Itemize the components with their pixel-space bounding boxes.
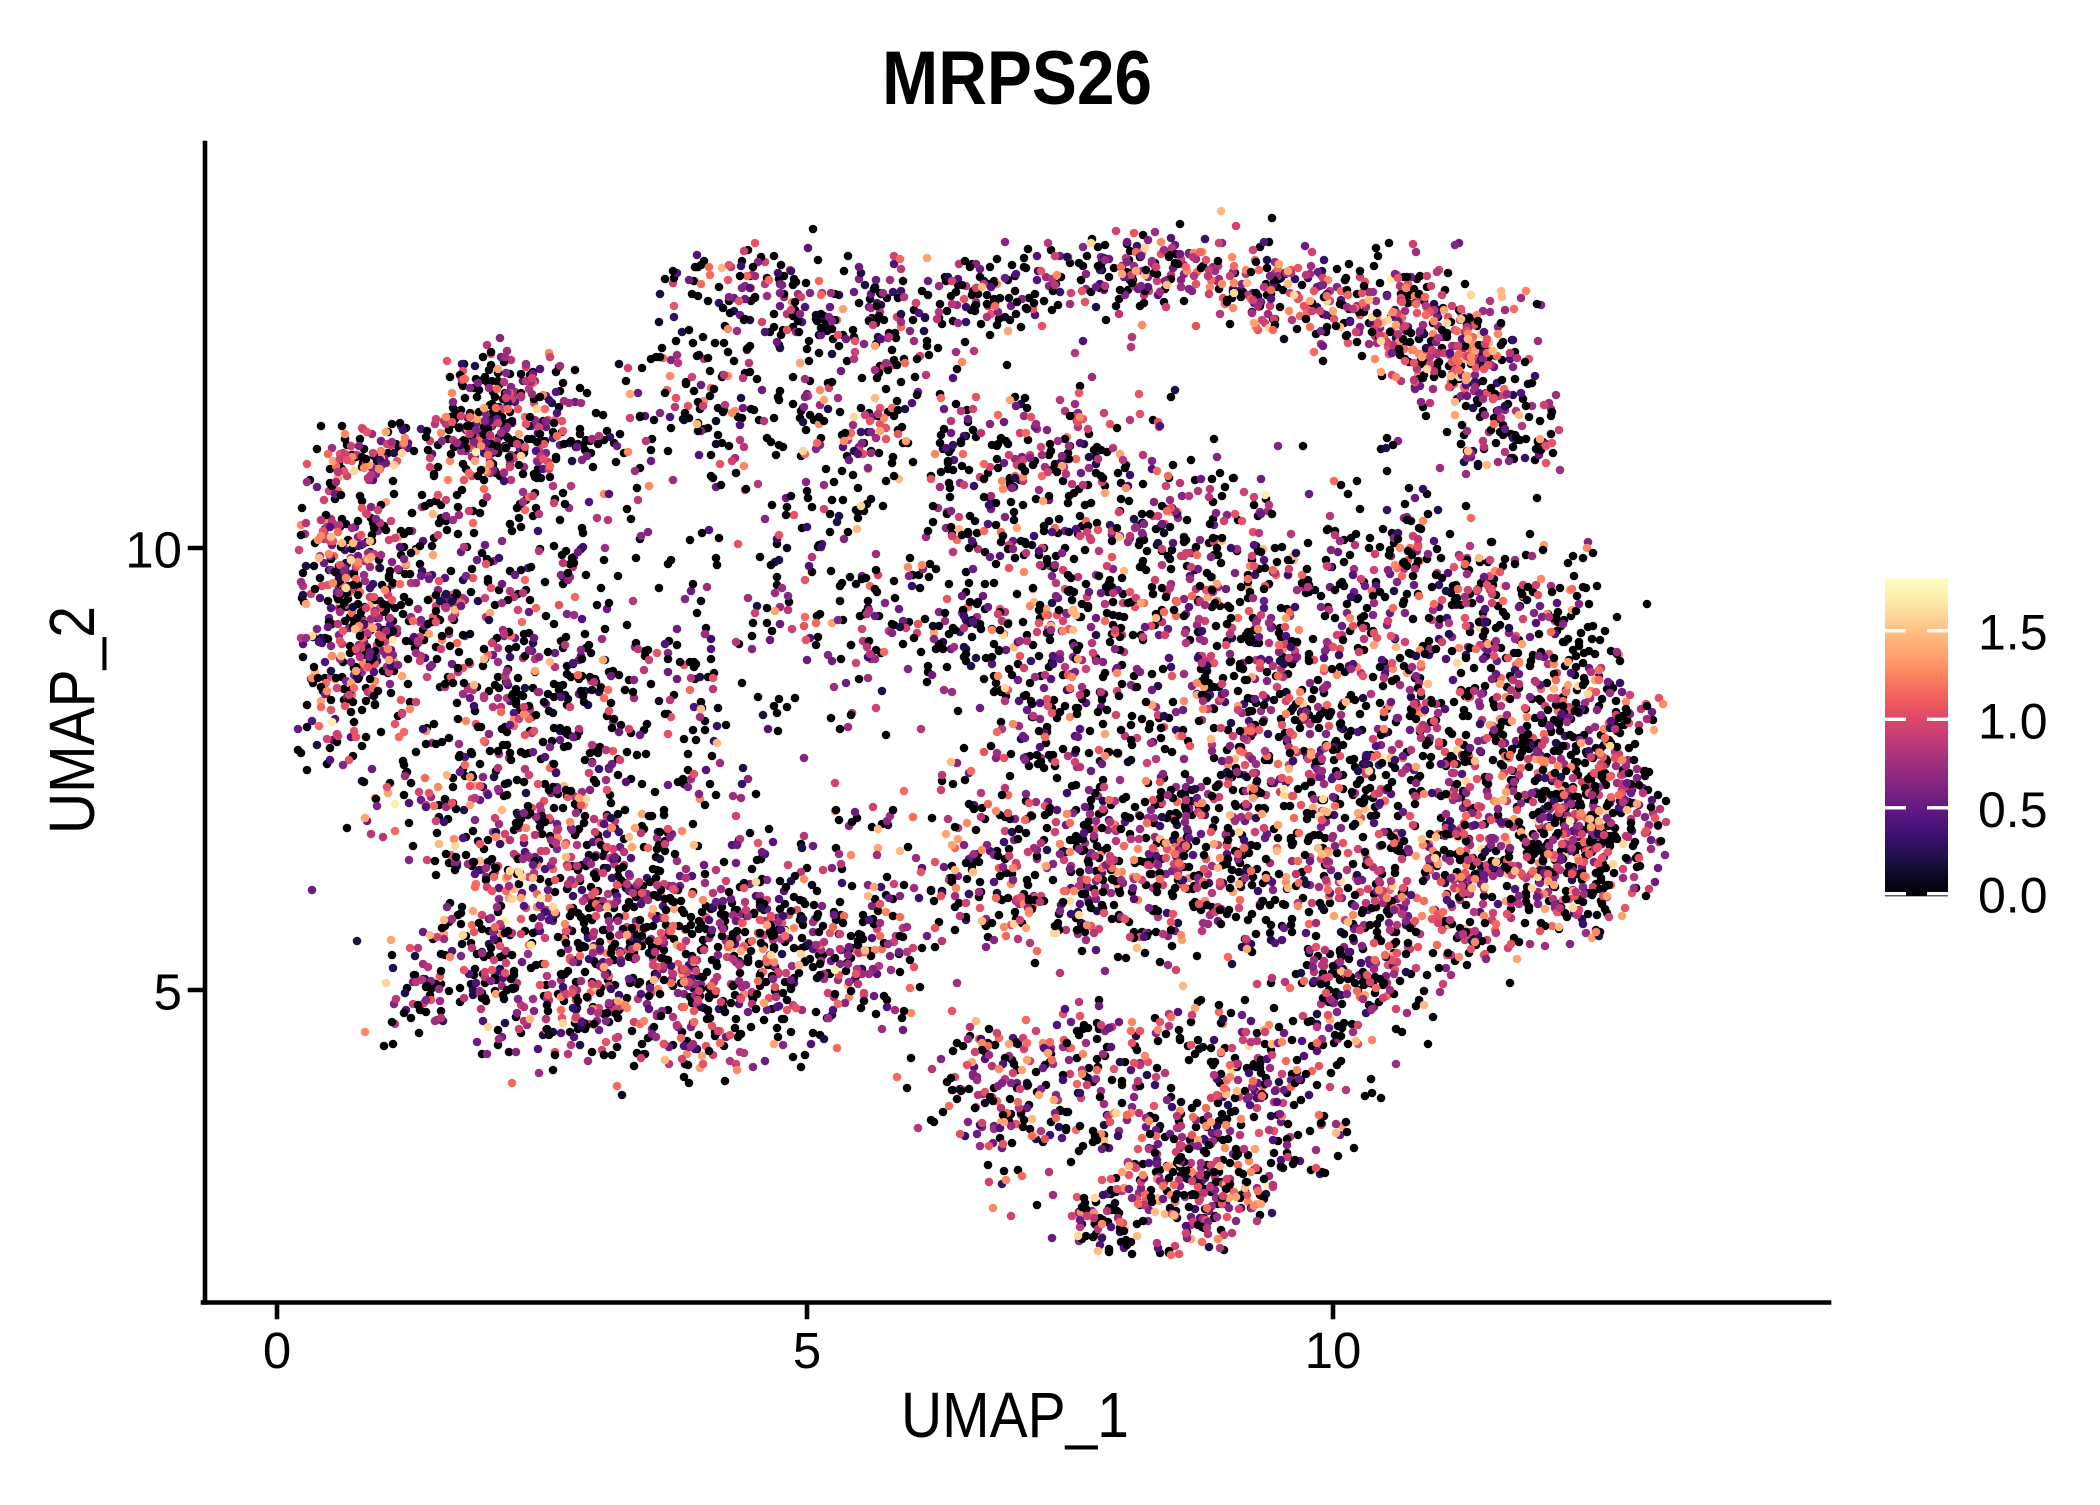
svg-text:10: 10: [1305, 1322, 1362, 1379]
svg-text:1.5: 1.5: [1978, 605, 2048, 661]
svg-text:0: 0: [263, 1322, 291, 1379]
svg-text:5: 5: [793, 1322, 821, 1379]
svg-text:5: 5: [154, 964, 182, 1021]
svg-text:0.5: 0.5: [1978, 782, 2048, 838]
svg-text:1.0: 1.0: [1978, 693, 2048, 749]
svg-text:UMAP_2: UMAP_2: [36, 606, 108, 834]
svg-text:UMAP_1: UMAP_1: [901, 1379, 1129, 1451]
svg-text:MRPS26: MRPS26: [882, 36, 1152, 121]
svg-text:0.0: 0.0: [1978, 868, 2048, 924]
svg-text:10: 10: [125, 522, 182, 579]
